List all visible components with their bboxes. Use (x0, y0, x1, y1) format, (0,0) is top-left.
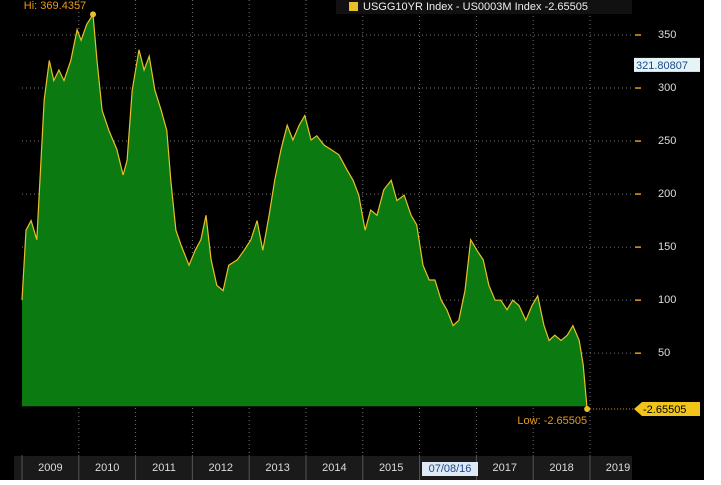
x-tick-label: 2013 (265, 462, 289, 474)
y-tick-label: 100 (658, 294, 676, 306)
y-tick-label: 150 (658, 241, 676, 253)
x-tick-label: 2009 (38, 462, 62, 474)
y-tick-label: 250 (658, 135, 676, 147)
x-tick-label: 2011 (152, 462, 176, 474)
x-tick-label: 2014 (322, 462, 346, 474)
y-tick-label: 300 (658, 82, 676, 94)
x-tick-label: 2018 (549, 462, 573, 474)
y-tick-label: 200 (658, 188, 676, 200)
data-line (21, 12, 588, 410)
last-value-tag (634, 402, 700, 417)
legend-swatch (349, 2, 358, 11)
x-tick-label: 2017 (493, 462, 517, 474)
hi-marker (89, 11, 96, 18)
x-tick-label: 2019 (606, 462, 630, 474)
x-tick-label: 2012 (209, 462, 233, 474)
low-marker (584, 406, 591, 413)
y-tick-label: 350 (658, 29, 676, 41)
marker-value-tag (634, 57, 700, 72)
last-value-label: -2.65505 (643, 404, 686, 416)
x-tick-label: 2015 (379, 462, 403, 474)
low-label: Low: -2.65505 (517, 415, 587, 427)
cursor-label: 07/08/16 (429, 463, 472, 475)
y-tick-label: 50 (658, 347, 670, 359)
x-tick-label: 2010 (95, 462, 119, 474)
marker-value-label: 321.80807 (636, 60, 688, 72)
legend-label: USGG10YR Index - US0003M Index -2.65505 (363, 1, 588, 13)
legend-box (336, 0, 632, 14)
x-axis-strip (14, 456, 632, 480)
area-fill (22, 14, 588, 410)
cursor-box (422, 462, 478, 476)
hi-label: Hi: 369.4357 (24, 0, 86, 12)
